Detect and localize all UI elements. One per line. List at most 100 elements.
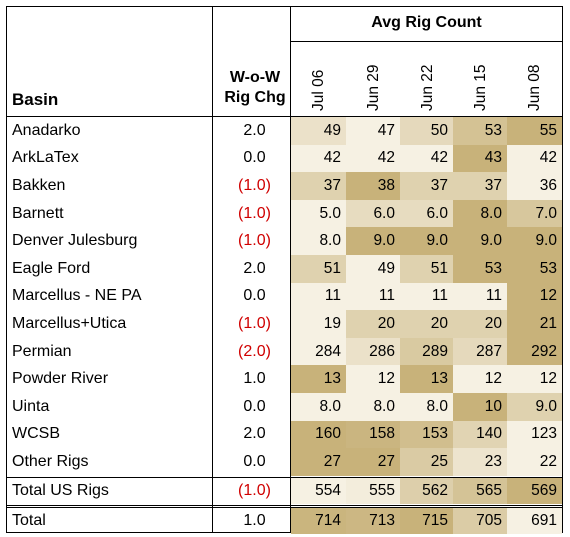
column-divider <box>212 7 213 532</box>
rig-count-cell: 6.0 <box>400 199 453 228</box>
rig-count-cell: 565 <box>453 477 507 504</box>
rig-count-cell: 37 <box>453 172 507 200</box>
basin-name: Barnett <box>12 204 64 222</box>
rig-count-cell: 22 <box>507 448 562 476</box>
basin-name: Total <box>12 511 46 529</box>
rig-count-cell: 42 <box>400 144 453 173</box>
basin-name: ArkLaTex <box>12 149 79 167</box>
rig-count-cell: 43 <box>453 144 507 173</box>
rig-count-cell: 13 <box>400 365 453 393</box>
rig-count-cell: 9.0 <box>507 393 562 421</box>
basin-name: Other Rigs <box>12 452 89 470</box>
row-divider <box>7 504 562 508</box>
rig-count-cell: 8.0 <box>453 199 507 228</box>
basin-name: Permian <box>12 342 72 360</box>
rig-count-cell: 9.0 <box>400 227 453 255</box>
avg-rig-count-header: Avg Rig Count <box>371 14 482 31</box>
basin-header: Basin <box>12 90 59 109</box>
rig-count-cell: 53 <box>453 117 507 145</box>
wow-rig-change: 0.0 <box>243 397 266 415</box>
rig-count-cell: 47 <box>346 117 400 145</box>
rig-count-cell: 36 <box>507 172 562 200</box>
rig-count-cell: 10 <box>453 393 507 421</box>
date-header: Jun 29 <box>365 64 382 111</box>
rig-count-cell: 20 <box>346 310 400 338</box>
rig-count-cell: 42 <box>291 144 346 173</box>
rig-count-cell: 9.0 <box>346 227 400 255</box>
rig-count-cell: 289 <box>400 337 453 366</box>
rig-count-cell: 13 <box>291 365 346 393</box>
rig-count-cell: 153 <box>400 420 453 449</box>
wow-rig-change: (1.0) <box>238 314 271 332</box>
rig-count-cell: 11 <box>400 282 453 311</box>
rig-count-cell: 284 <box>291 337 346 366</box>
wow-rig-change: (1.0) <box>238 481 271 499</box>
rig-count-cell: 53 <box>507 255 562 283</box>
date-header: Jun 15 <box>472 64 489 111</box>
wow-header-line2: Rig Chg <box>224 89 286 106</box>
rig-count-cell: 555 <box>346 477 400 504</box>
row-divider <box>7 476 562 478</box>
wow-rig-change: 1.0 <box>243 370 266 388</box>
rig-count-cell: 50 <box>400 117 453 145</box>
wow-rig-change: (2.0) <box>238 342 271 360</box>
rig-count-cell: 11 <box>346 282 400 311</box>
date-header: Jun 22 <box>419 64 436 111</box>
rig-count-cell: 42 <box>507 144 562 173</box>
rig-count-cell: 292 <box>507 337 562 366</box>
rig-count-cell: 705 <box>453 507 507 534</box>
rig-count-cell: 160 <box>291 420 346 449</box>
date-header: Jun 08 <box>526 64 543 111</box>
rig-count-cell: 9.0 <box>453 227 507 255</box>
rig-count-cell: 8.0 <box>400 393 453 421</box>
rig-count-cell: 42 <box>346 144 400 173</box>
basin-name: Total US Rigs <box>12 481 109 499</box>
rig-count-cell: 158 <box>346 420 400 449</box>
rig-count-cell: 49 <box>346 255 400 283</box>
rig-count-cell: 7.0 <box>507 199 562 228</box>
wow-rig-change: (1.0) <box>238 204 271 222</box>
rig-count-cell: 713 <box>346 507 400 534</box>
wow-rig-change: 2.0 <box>243 121 266 139</box>
basin-name: WCSB <box>12 425 60 443</box>
basin-name: Bakken <box>12 176 66 194</box>
rig-count-cell: 27 <box>346 448 400 476</box>
rig-count-cell: 37 <box>291 172 346 200</box>
rig-count-cell: 8.0 <box>291 227 346 255</box>
rig-count-cell: 11 <box>291 282 346 311</box>
basin-name: Anadarko <box>12 121 81 139</box>
basin-name: Marcellus+Utica <box>12 314 127 332</box>
rig-count-cell: 691 <box>507 507 562 534</box>
rig-count-cell: 25 <box>400 448 453 476</box>
rig-count-cell: 5.0 <box>291 199 346 228</box>
rig-count-cell: 23 <box>453 448 507 476</box>
basin-name: Eagle Ford <box>12 259 91 277</box>
wow-rig-change: 2.0 <box>243 425 266 443</box>
rig-count-cell: 554 <box>291 477 346 504</box>
basin-name: Denver Julesburg <box>12 232 138 250</box>
rig-count-cell: 38 <box>346 172 400 200</box>
rig-count-cell: 55 <box>507 117 562 145</box>
basin-name: Marcellus - NE PA <box>12 287 142 305</box>
rig-count-cell: 714 <box>291 507 346 534</box>
rig-count-cell: 49 <box>291 117 346 145</box>
wow-rig-change: 2.0 <box>243 259 266 277</box>
wow-header: W-o-W Rig Chg <box>218 65 292 111</box>
rig-count-cell: 20 <box>400 310 453 338</box>
basin-name: Powder River <box>12 370 109 388</box>
column-divider <box>290 7 291 532</box>
rig-count-cell: 287 <box>453 337 507 366</box>
wow-header-line1: W-o-W <box>229 69 281 86</box>
wow-rig-change: 0.0 <box>243 452 266 470</box>
wow-rig-change: (1.0) <box>238 176 271 194</box>
rig-count-cell: 20 <box>453 310 507 338</box>
rig-count-cell: 715 <box>400 507 453 534</box>
rig-count-cell: 51 <box>291 255 346 283</box>
rig-count-cell: 569 <box>507 477 562 504</box>
rig-count-cell: 53 <box>453 255 507 283</box>
row-divider <box>290 41 562 42</box>
wow-rig-change: (1.0) <box>238 232 271 250</box>
rig-count-cell: 19 <box>291 310 346 338</box>
rig-count-cell: 37 <box>400 172 453 200</box>
rig-count-cell: 9.0 <box>507 227 562 255</box>
